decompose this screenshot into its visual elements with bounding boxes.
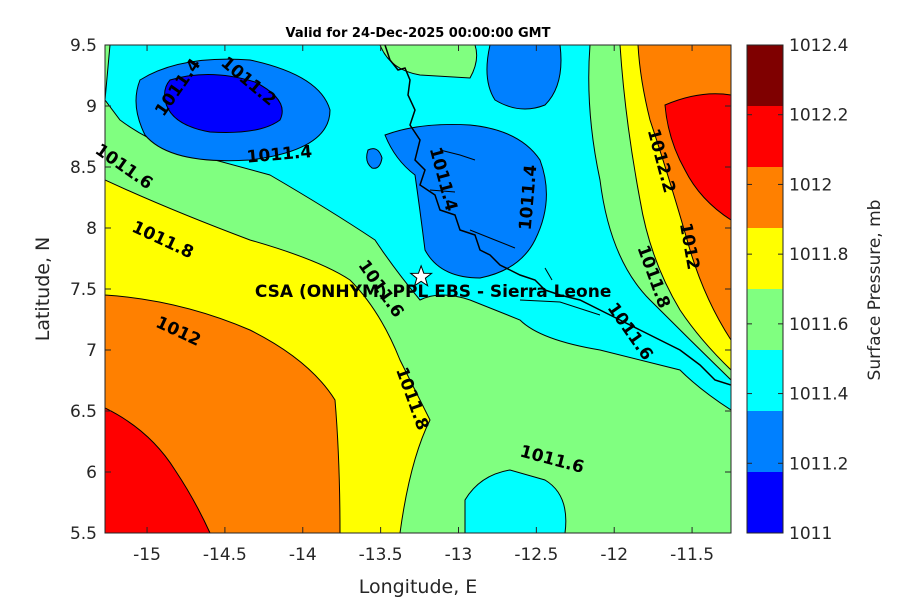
y-tick-label: 6.5 xyxy=(70,402,97,422)
coastline xyxy=(384,45,731,386)
y-tick-label: 9.5 xyxy=(70,36,97,56)
x-tick-label: -11.5 xyxy=(670,545,714,565)
y-tick-label: 8.5 xyxy=(70,158,97,178)
x-tick-label: -13.5 xyxy=(359,545,403,565)
colorbar-tick-label: 1011.8 xyxy=(789,245,848,265)
y-tick-label: 7.5 xyxy=(70,280,97,300)
map-title: Valid for 24-Dec-2025 00:00:00 GMT xyxy=(286,26,551,41)
tick-marks xyxy=(105,44,731,534)
contour-band-1011-4-south xyxy=(464,469,567,533)
colorbar-swatch xyxy=(747,45,783,106)
colorbar-tick-label: 1012 xyxy=(789,175,832,195)
colorbar-swatch xyxy=(747,167,783,228)
colorbar-frame xyxy=(746,44,784,534)
station-star-icon xyxy=(409,264,434,287)
contour-band-1011-northwest xyxy=(164,74,283,133)
colorbar-tick-label: 1012.4 xyxy=(789,36,848,56)
y-tick-label: 9 xyxy=(86,97,97,117)
x-axis-label: Longitude, E xyxy=(359,576,478,598)
coastline-islands xyxy=(429,149,601,316)
y-tick-label: 8 xyxy=(86,219,97,239)
y-tick-label: 5.5 xyxy=(70,524,97,544)
colorbar-label: Surface Pressure, mb xyxy=(865,200,885,381)
x-tick-label: -13 xyxy=(445,545,473,565)
station-marker: CSA (ONHYM) PPL EBS - Sierra Leone xyxy=(255,264,612,302)
contour-fill-area xyxy=(105,45,731,533)
colorbar-tick-label: 1012.2 xyxy=(789,106,848,126)
colorbar-tick-label: 1011.6 xyxy=(789,315,848,335)
contour-band-1012-2-southwest xyxy=(105,407,211,533)
y-tick-label: 6 xyxy=(86,463,97,483)
x-tick-label: -14.5 xyxy=(203,545,247,565)
colorbar-swatch xyxy=(747,106,783,167)
y-tick-label: 7 xyxy=(86,341,97,361)
x-tick-label: -14 xyxy=(289,545,317,565)
station-label: CSA (ONHYM) PPL EBS - Sierra Leone xyxy=(255,282,612,302)
colorbar-tick-label: 1011.4 xyxy=(789,385,848,405)
colorbar-swatch xyxy=(747,472,783,533)
contour-band-1012-2-east xyxy=(664,93,731,221)
contour-band-1011-2-central xyxy=(384,123,547,279)
colorbar-tick-label: 1011.2 xyxy=(789,454,848,474)
colorbar-swatch xyxy=(747,350,783,411)
y-tick-labels: 9.5 9 8.5 8 7.5 7 6.5 6 5.5 xyxy=(70,36,97,544)
colorbar-swatch xyxy=(747,228,783,289)
y-axis-label: Latitude, N xyxy=(32,237,54,342)
colorbar-swatch xyxy=(747,411,783,472)
colorbar: 1012.4 1012.2 1012 1011.8 1011.6 1011.4 1011.2… xyxy=(746,36,848,544)
x-tick-labels: -15 -14.5 -14 -13.5 -13 -12.5 -12 -11.5 xyxy=(133,545,714,565)
x-tick-label: -15 xyxy=(133,545,161,565)
colorbar-swatch xyxy=(747,289,783,350)
colorbar-tick-label: 1011 xyxy=(789,524,832,544)
contour-band-1011-2-north xyxy=(486,45,562,110)
x-tick-label: -12 xyxy=(600,545,628,565)
x-tick-label: -12.5 xyxy=(514,545,558,565)
contour-band-1011-2-islet xyxy=(366,148,383,169)
